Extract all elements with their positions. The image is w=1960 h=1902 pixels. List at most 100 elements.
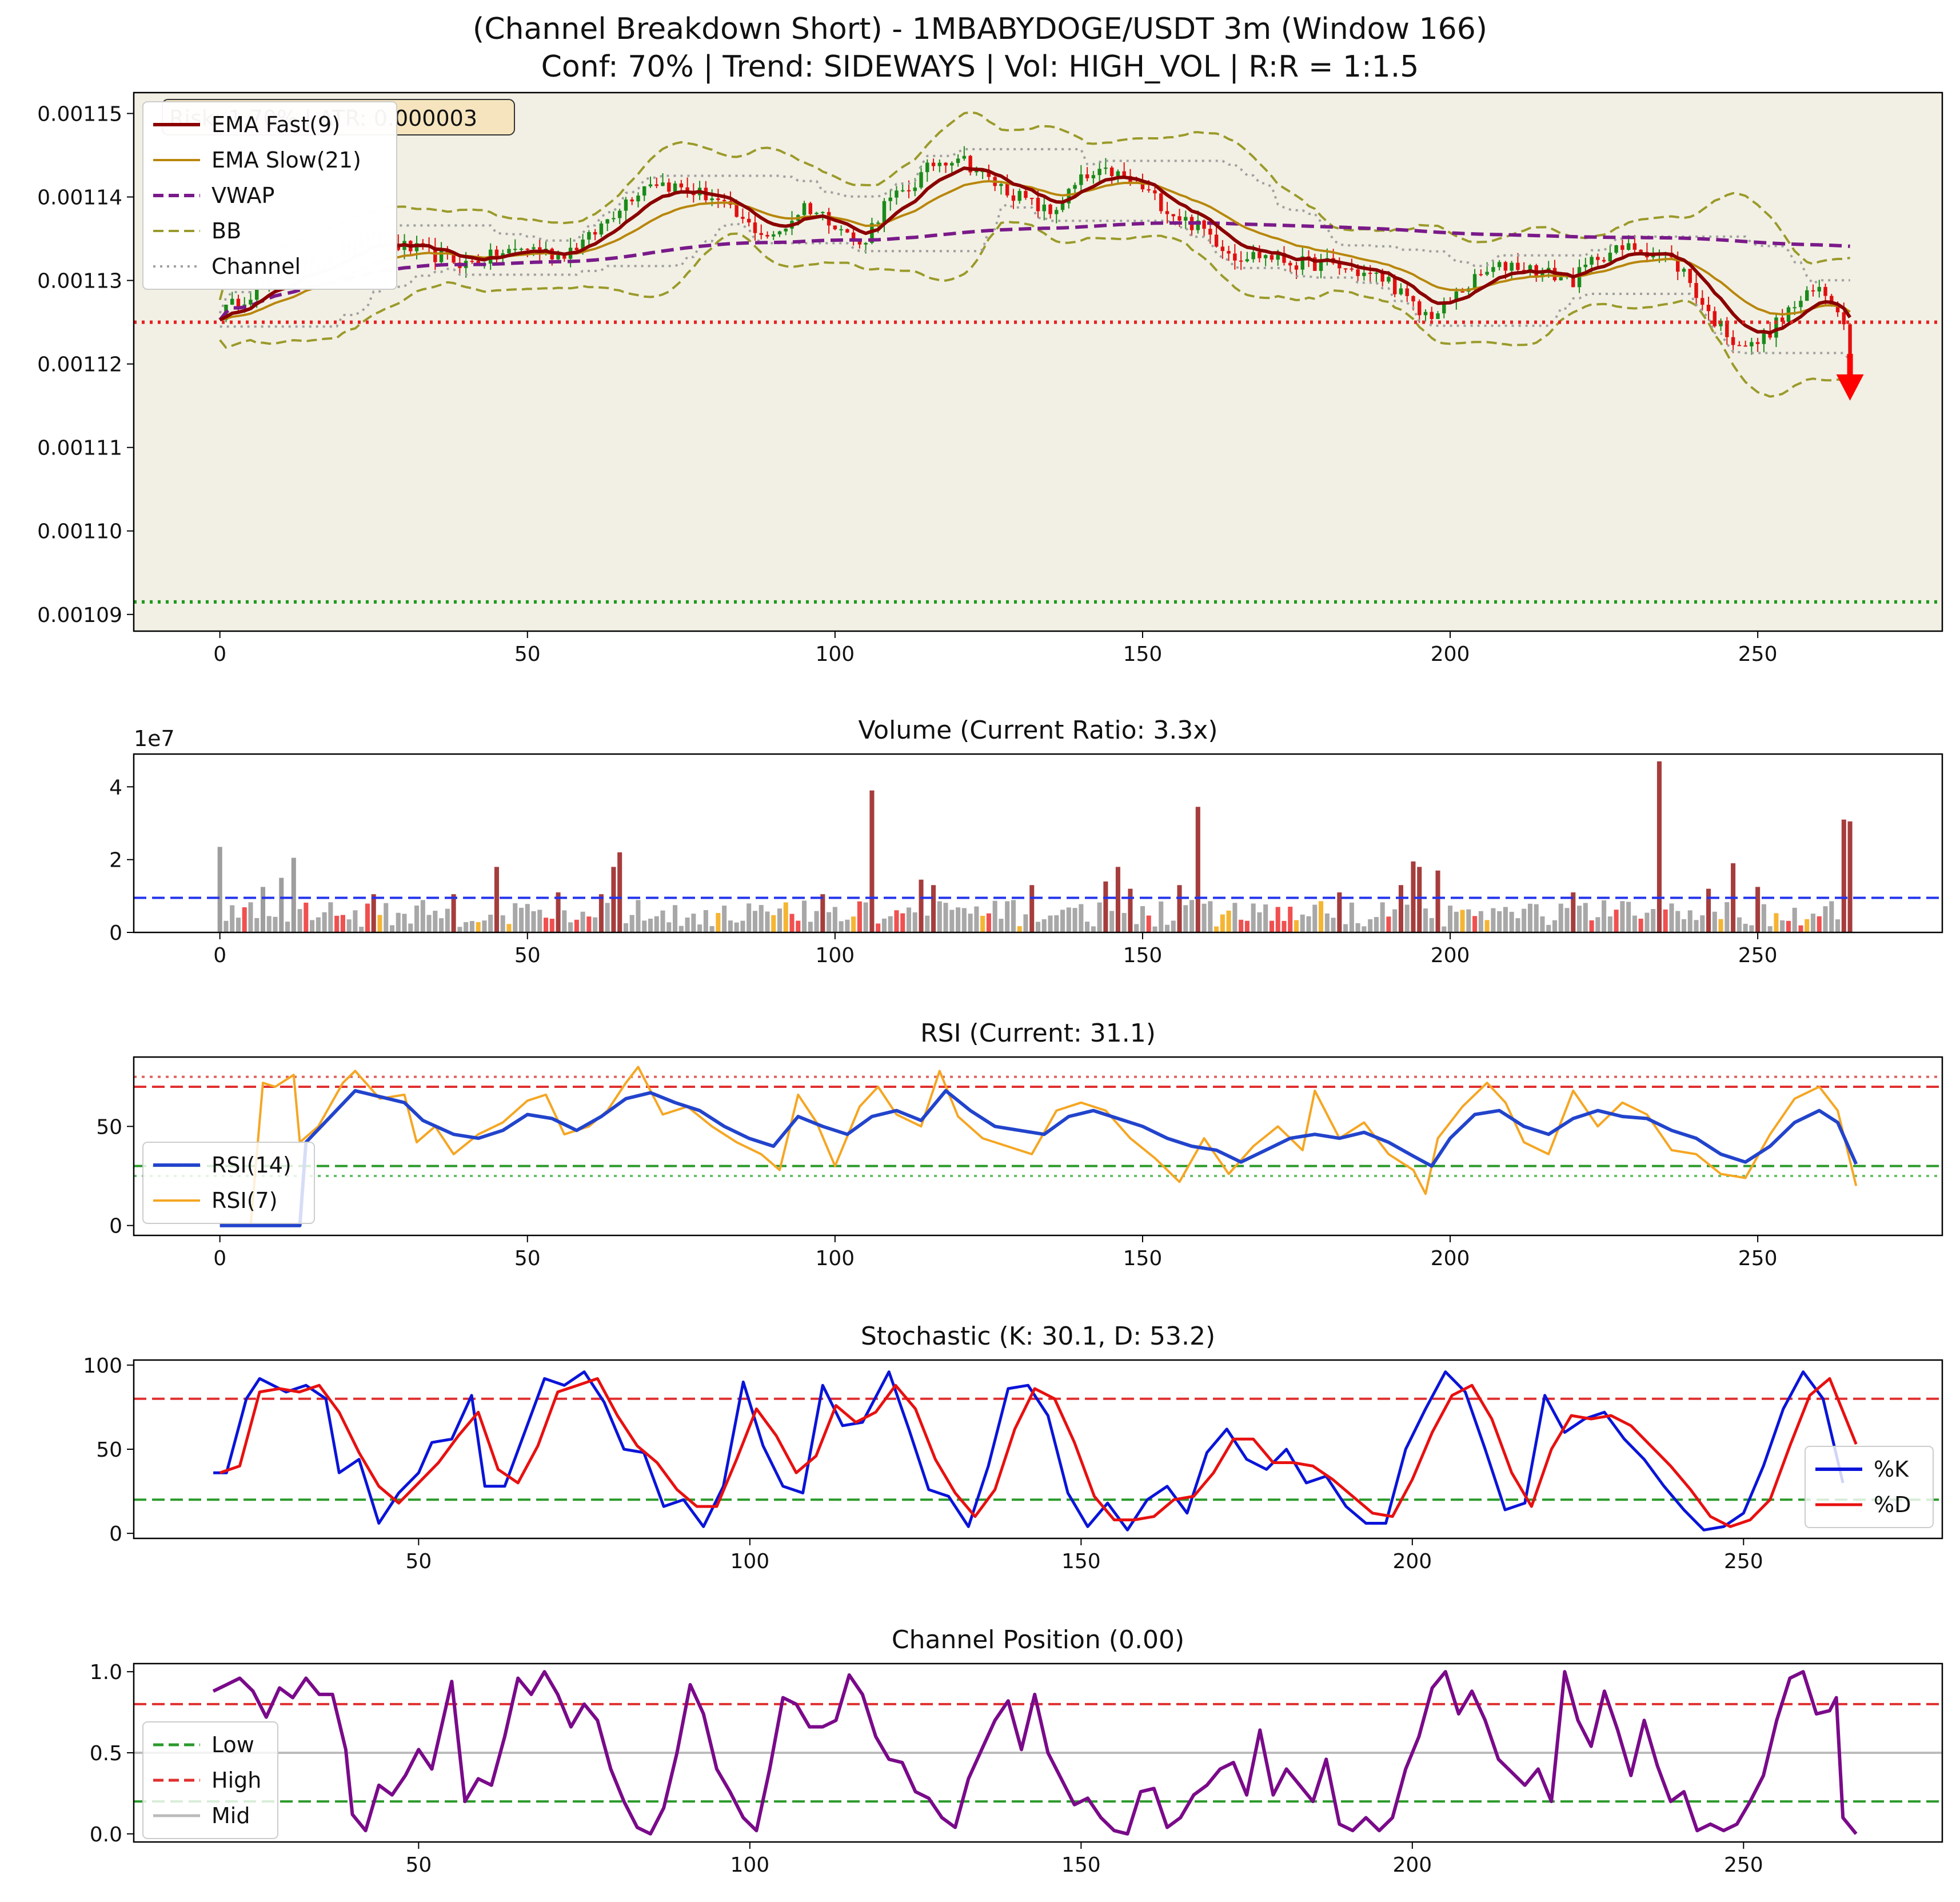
candle-body (1239, 260, 1243, 262)
price-xtick-label: 200 (1431, 643, 1470, 666)
volume-bar (1841, 819, 1846, 932)
volume-bar (1349, 902, 1354, 932)
volume-bar (1632, 915, 1637, 932)
candle-body (1091, 175, 1096, 178)
candle-body (630, 199, 634, 202)
volume-bar (808, 922, 813, 932)
volume-bar (1429, 918, 1434, 932)
candle-body (1639, 249, 1643, 252)
volume-bar (1651, 909, 1656, 932)
volume-bar (556, 892, 561, 932)
candle-body (845, 229, 849, 233)
rsi-legend-label: RSI(14) (211, 1153, 292, 1178)
candle-body (1030, 198, 1034, 200)
candle-body (1559, 277, 1563, 281)
price-ytick-label: 0.00115 (37, 103, 122, 126)
candle-body (999, 184, 1003, 186)
volume-bar (1251, 903, 1256, 932)
rsi-ytick-label: 50 (96, 1115, 122, 1139)
candle-body (1620, 245, 1624, 250)
volume-bar (482, 920, 487, 932)
volume-bar (1355, 923, 1360, 932)
volume-bar (562, 910, 567, 932)
volume-bar (685, 917, 690, 932)
candle-body (1109, 168, 1114, 176)
volume-bar (660, 910, 665, 932)
volume-bar (1097, 902, 1102, 932)
volume-bar (1478, 911, 1483, 932)
volume-bar (1226, 910, 1231, 932)
volume-title: Volume (Current Ratio: 3.3x) (859, 716, 1218, 745)
volume-bar (1571, 892, 1576, 932)
volume-bar (1244, 920, 1250, 932)
candle-body (1251, 252, 1255, 260)
candle-body (1276, 253, 1280, 260)
volume-bar (1232, 903, 1238, 932)
volume-bar (1626, 902, 1631, 932)
volume-bar (1847, 821, 1853, 932)
volume-bar (433, 911, 438, 932)
volume-bar (888, 916, 893, 932)
candle-body (1233, 253, 1237, 261)
volume-plot-area (134, 761, 1942, 932)
channel_position-legend: Low High Mid (142, 1721, 278, 1839)
candle-body (1196, 220, 1200, 230)
volume-bar (1663, 909, 1668, 932)
candle-body (685, 187, 689, 192)
volume-bar (900, 913, 905, 932)
stochastic-legend: %K %D (1805, 1446, 1934, 1528)
volume-bar (1072, 908, 1077, 932)
volume-bar (1602, 900, 1607, 932)
volume-bar (925, 915, 930, 932)
volume-ytick-label: 0 (109, 922, 122, 945)
stochastic-frame (133, 1359, 1943, 1540)
volume-bar (1128, 888, 1133, 932)
volume-bar (1306, 916, 1311, 932)
candle-body (1294, 265, 1299, 270)
candle-body (1387, 277, 1391, 282)
volume-bar (1054, 915, 1059, 932)
candle-body (1392, 277, 1397, 294)
volume-bar (1337, 892, 1342, 932)
candle-body (1042, 204, 1046, 212)
volume-bar (709, 926, 714, 932)
price-ytick-label: 0.00111 (37, 437, 122, 460)
channel_position-frame (133, 1662, 1943, 1843)
candle-body (476, 261, 480, 265)
volume-bar (1669, 903, 1674, 932)
candle-body (1799, 301, 1803, 308)
price-legend-label: VWAP (211, 183, 274, 208)
volume-bar (1546, 924, 1551, 932)
candle-body (556, 254, 560, 260)
candle-body (1097, 169, 1101, 176)
candle-body (1436, 313, 1440, 319)
price-frame (133, 91, 1943, 632)
volume-bar (1374, 917, 1379, 932)
rsi-ytick-label: 0 (109, 1215, 122, 1238)
volume-bar (359, 927, 364, 932)
volume-bar (931, 885, 936, 932)
volume-bar (986, 913, 991, 932)
volume-bar (1725, 902, 1730, 932)
candle-body (1682, 269, 1686, 272)
volume-bar (1466, 909, 1471, 932)
rsi-xtick-label: 200 (1431, 1247, 1470, 1270)
candle-body (636, 196, 640, 202)
candle-body (617, 210, 622, 218)
volume-bar (494, 867, 499, 932)
volume-bar (648, 918, 653, 932)
volume-bar (1798, 925, 1803, 932)
candle-body (765, 234, 769, 237)
candle-body (1085, 174, 1089, 178)
volume-bar (217, 847, 222, 932)
volume-bar (1029, 885, 1035, 932)
volume-bar (537, 910, 542, 932)
volume-bar (1656, 761, 1662, 932)
volume-bar (1011, 900, 1016, 932)
candle-body (1153, 190, 1157, 194)
candle-body (1380, 272, 1384, 282)
stochastic-title: Stochastic (K: 30.1, D: 53.2) (861, 1322, 1215, 1351)
volume-bar (832, 907, 837, 932)
candle-body (1263, 255, 1268, 258)
